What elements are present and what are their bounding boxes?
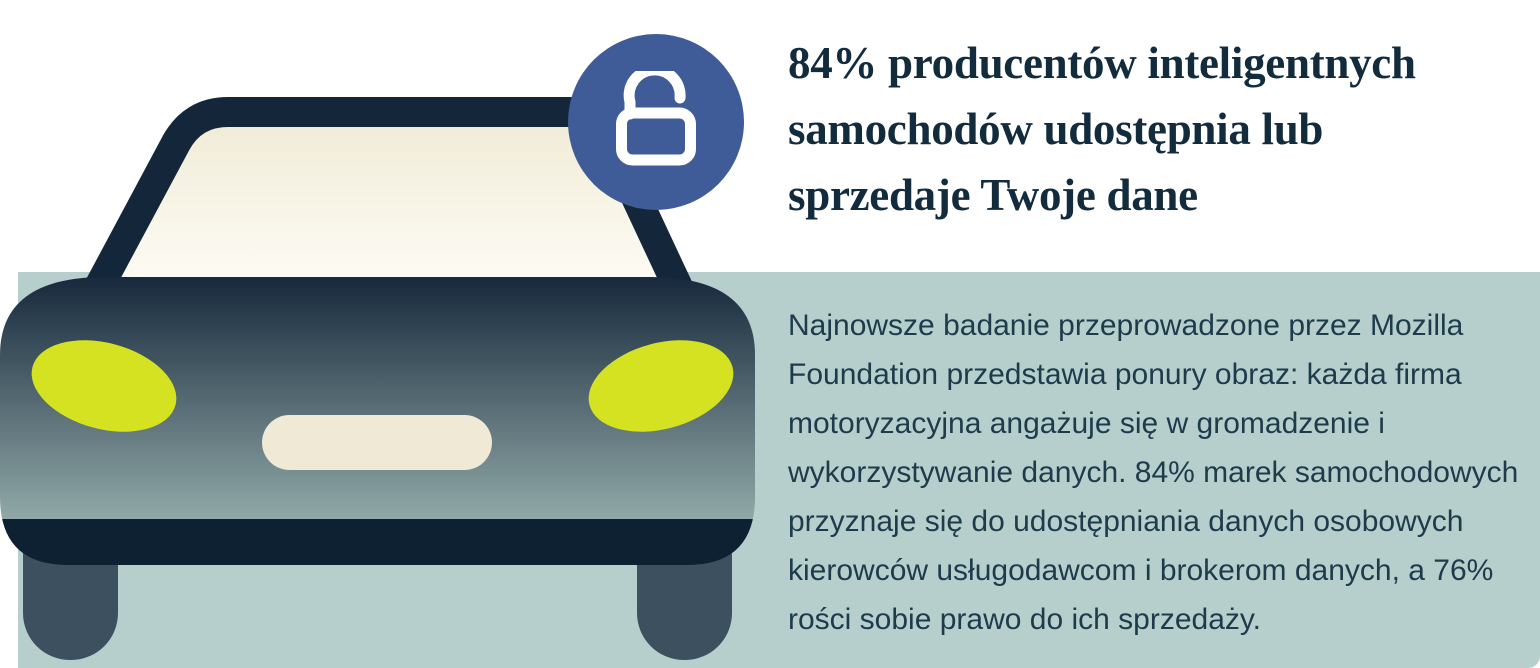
text-line: Foundation przedstawia ponury obraz: każ… (788, 358, 1462, 391)
text-line: samochodów udostępnia lub (788, 104, 1324, 154)
text-line: sprzedaje Twoje dane (788, 170, 1198, 220)
text-line: motoryzacyjna angażuje się w gromadzenie… (788, 407, 1385, 440)
body-paragraph: Najnowsze badanie przeprowadzone przez M… (788, 301, 1519, 644)
car-license-plate (262, 415, 492, 470)
text-line: kierowców usługodawcom i brokerom danych… (788, 554, 1494, 587)
unlock-icon (616, 70, 696, 165)
page-title: 84% producentów inteligentnych samochodów… (788, 30, 1528, 228)
text-line: 84% producentów inteligentnych (788, 38, 1416, 88)
lock-badge (568, 34, 744, 210)
text-line: wykorzystywanie danych. 84% marek samoch… (788, 456, 1519, 489)
car-headlight-left (31, 340, 177, 432)
text-line: przyznaje się do udostępniania danych os… (788, 505, 1464, 538)
text-line: Najnowsze badanie przeprowadzone przez M… (788, 309, 1464, 342)
text-line: rości sobie prawo do ich sprzedaży. (788, 603, 1261, 636)
car-headlight-right (588, 340, 734, 432)
